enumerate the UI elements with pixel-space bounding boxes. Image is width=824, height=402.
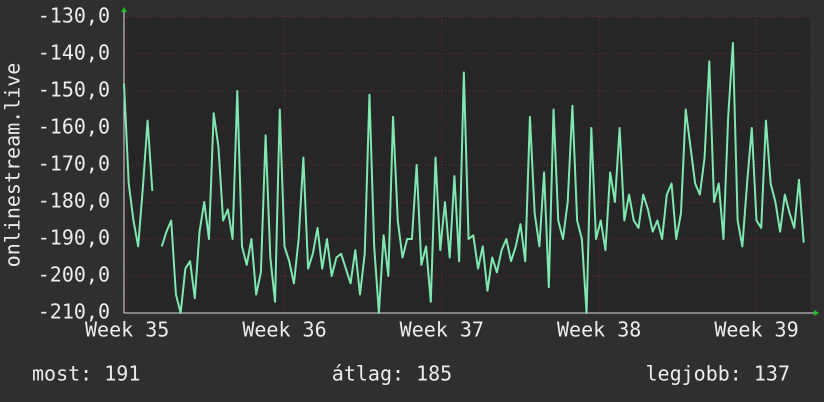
footer-best: legjobb: 137 <box>646 362 791 386</box>
footer-average: átlag: 185 <box>332 362 452 386</box>
y-tick-label: -130,0 <box>38 4 110 28</box>
line-series <box>160 41 805 314</box>
y-tick-label: -140,0 <box>38 41 110 65</box>
x-tick-label: Week 37 <box>400 318 484 342</box>
x-tick-label: Week 36 <box>242 318 326 342</box>
y-tick-label: -200,0 <box>38 263 110 287</box>
footer-current: most: 191 <box>32 362 140 386</box>
y-tick-label: -210,0 <box>38 300 110 324</box>
axis-arrow <box>814 310 819 316</box>
x-tick-label: Week 38 <box>557 318 641 342</box>
y-tick-label: -190,0 <box>38 226 110 250</box>
y-tick-label: -160,0 <box>38 115 110 139</box>
axis-arrow <box>121 7 127 12</box>
y-tick-label: -180,0 <box>38 189 110 213</box>
x-tick-label: Week 35 <box>85 318 169 342</box>
x-tick-label: Week 39 <box>714 318 798 342</box>
line-series <box>123 83 154 248</box>
y-tick-label: -150,0 <box>38 78 110 102</box>
y-axis-label: onlinestream.live <box>1 63 25 268</box>
y-tick-label: -170,0 <box>38 152 110 176</box>
